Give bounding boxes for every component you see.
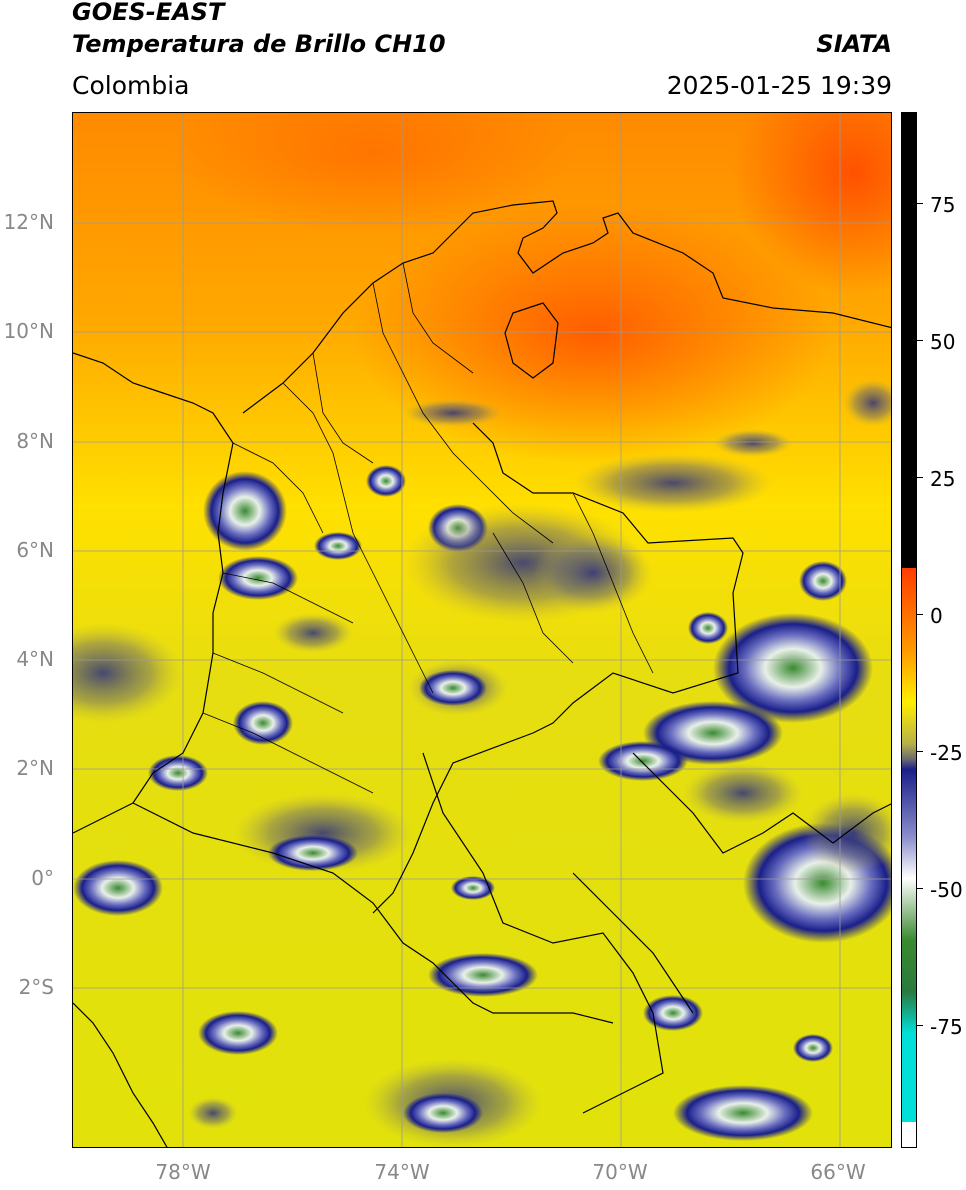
lon-label-66w: 66°W — [810, 1160, 866, 1184]
colorbar-tick-25 — [917, 477, 923, 478]
colorbar-label-neg50: -50 — [930, 878, 963, 902]
pacific-coast — [73, 352, 234, 834]
peru-coast — [73, 1002, 168, 1147]
caribbean-coast — [242, 200, 891, 414]
lon-label-74w: 74°W — [374, 1160, 430, 1184]
datetime-label: 2025-01-25 19:39 — [666, 71, 892, 100]
lat-label-8n: 8°N — [16, 429, 54, 453]
brazil-border — [632, 752, 891, 854]
colorbar-tick-75 — [917, 203, 923, 204]
lat-label-2n: 2°N — [16, 756, 54, 780]
ecuador-peru-border — [132, 802, 614, 1024]
colorbar-tick-50 — [917, 340, 923, 341]
south-border — [572, 872, 694, 1014]
lat-label-10n: 10°N — [3, 319, 54, 343]
colorbar-label-neg25: -25 — [930, 741, 963, 765]
colombia-venezuela-border — [372, 422, 744, 914]
lon-label-78w: 78°W — [155, 1160, 211, 1184]
colorbar-label-50: 50 — [930, 330, 956, 354]
map-panel — [72, 112, 892, 1148]
lat-label-12n: 12°N — [3, 210, 54, 234]
colorbar-label-25: 25 — [930, 467, 956, 491]
colorbar-tick-neg25 — [917, 751, 923, 752]
region-label: Colombia — [72, 71, 190, 100]
lat-label-4n: 4°N — [16, 647, 54, 671]
brand-label: SIATA — [816, 30, 892, 58]
product-title: Temperatura de Brillo CH10 — [72, 30, 446, 58]
internal-divisions — [202, 262, 654, 794]
lon-label-70w: 70°W — [592, 1160, 648, 1184]
lat-label-6n: 6°N — [16, 538, 54, 562]
temperature-colorbar — [901, 112, 917, 1148]
colorbar-label-neg75: -75 — [930, 1015, 963, 1039]
colorbar-label-0: 0 — [930, 604, 943, 628]
brightness-temperature-map — [73, 113, 891, 1147]
cloud-patches — [73, 379, 891, 1147]
satellite-title: GOES-EAST — [72, 0, 225, 26]
lat-label-0: 0° — [31, 866, 54, 890]
colorbar-tick-neg50 — [917, 888, 923, 889]
lake-maracaibo — [504, 302, 559, 379]
amazon-border — [422, 752, 664, 1114]
boundaries — [73, 200, 891, 1147]
colorbar-tick-0 — [917, 614, 923, 615]
colorbar-tick-neg75 — [917, 1025, 923, 1026]
colorbar-label-75: 75 — [930, 193, 956, 217]
lat-label-2s: 2°S — [18, 975, 54, 999]
